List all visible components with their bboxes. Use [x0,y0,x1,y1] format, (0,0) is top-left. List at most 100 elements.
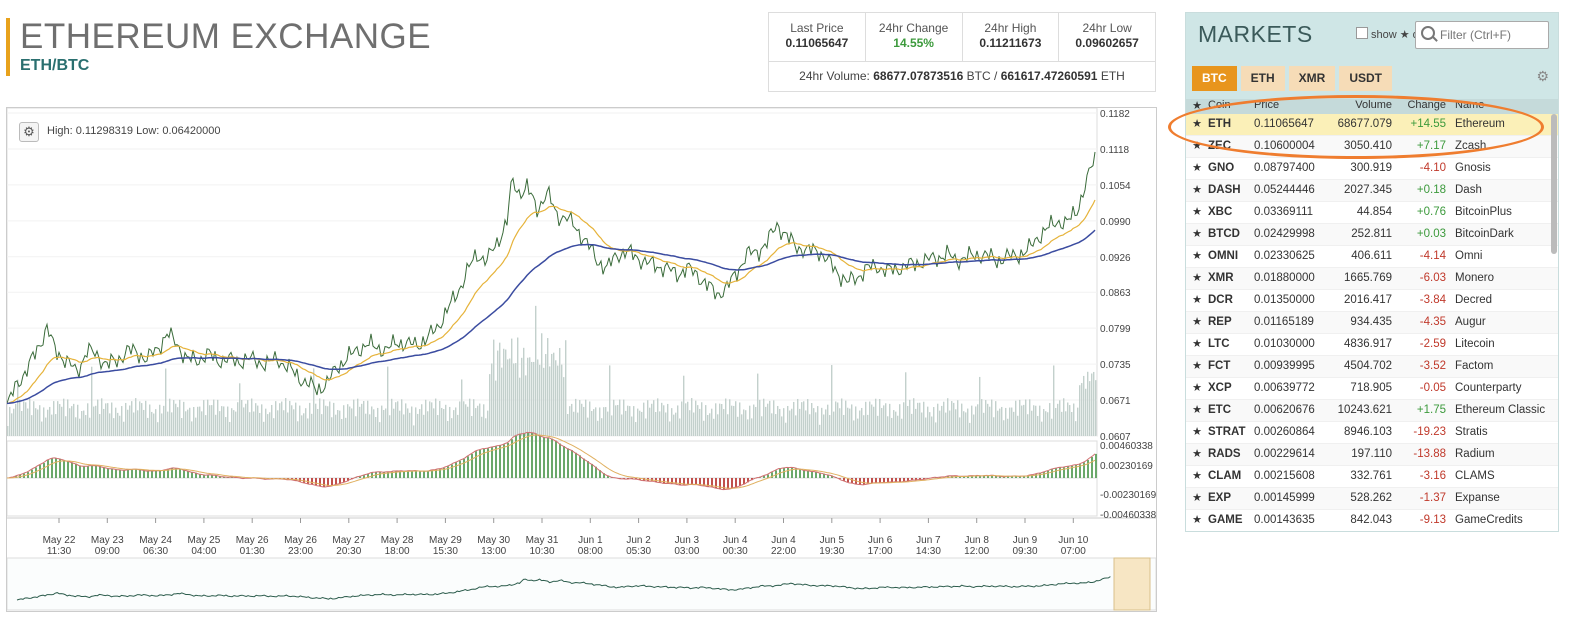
price-chart[interactable]: 0.1182 0.1118 0.1054 0.0990 0.0926 0.0863 0.07… [6,107,1157,612]
star-icon[interactable]: ★ [1192,162,1202,174]
macd-hist-bar [567,448,569,478]
star-icon[interactable]: ★ [1192,294,1202,306]
volume-bar [449,406,451,436]
navigator-panel[interactable] [7,557,1156,611]
volume-bar [187,409,189,436]
star-icon[interactable]: ★ [1192,184,1202,196]
macd-hist-bar [895,478,897,482]
volume-bar [859,410,861,436]
volume-bar [763,398,765,436]
macd-hist-bar [339,478,341,484]
volume-bar [805,410,807,436]
x-tick-date: May 27 [332,535,365,546]
volume-bar [95,405,97,436]
market-row-strat[interactable]: ★ STRAT 0.00260864 8946.103 -19.23 Stratis [1186,422,1558,444]
markets-scrollbar[interactable] [1551,114,1557,254]
star-icon[interactable]: ★ [1192,360,1202,372]
market-row-ltc[interactable]: ★ LTC 0.01030000 4836.917 -2.59 Litecoin [1186,334,1558,356]
volume-bar [781,416,783,436]
navigator-selection[interactable] [1113,557,1151,611]
show-starred-checkbox[interactable] [1356,27,1368,39]
volume-bar [725,398,727,436]
volume-bar [211,405,213,436]
macd-hist-bar [539,435,541,478]
change-cell: 24hr Change 14.55% [866,13,963,61]
star-icon[interactable]: ★ [1192,470,1202,482]
star-icon[interactable]: ★ [1192,514,1202,526]
volume-bar [849,408,851,436]
star-icon[interactable]: ★ [1192,338,1202,350]
volume-bar [965,412,967,436]
macd-hist-bar [903,478,905,482]
macd-hist-bar [123,470,125,478]
market-row-gno[interactable]: ★ GNO 0.08797400 300.919 -4.10 Gnosis [1186,158,1558,180]
volume-bar [623,399,625,436]
star-icon[interactable]: ★ [1192,206,1202,218]
volume-bar [47,409,49,436]
volume-bar [717,414,719,436]
market-row-dcr[interactable]: ★ DCR 0.01350000 2016.417 -3.84 Decred [1186,290,1558,312]
volume-bar [477,405,479,436]
star-icon[interactable]: ★ [1192,448,1202,460]
volume-bar [185,411,187,436]
market-row-fct[interactable]: ★ FCT 0.00939995 4504.702 -3.52 Factom [1186,356,1558,378]
star-icon[interactable]: ★ [1192,404,1202,416]
star-icon[interactable]: ★ [1192,140,1202,152]
chart-settings-gear-icon[interactable]: ⚙ [19,122,39,142]
market-row-xmr[interactable]: ★ XMR 0.01880000 1665.769 -6.03 Monero [1186,268,1558,290]
macd-hist-bar [879,478,881,483]
macd-hist-bar [435,469,437,478]
volume-bar [141,403,143,436]
volume-bar [539,364,541,436]
macd-hist-bar [195,472,197,478]
macd-hist-bar [839,478,841,479]
market-row-rads[interactable]: ★ RADS 0.00229614 197.110 -13.88 Radium [1186,444,1558,466]
star-column-icon[interactable]: ★ [1192,100,1202,112]
volume-bar [497,350,499,436]
volume-cell: 197.110 [1351,448,1392,460]
price-cell: 0.01030000 [1254,338,1315,350]
volume-bar [639,410,641,436]
market-row-xbc[interactable]: ★ XBC 0.03369111 44.854 +0.76 BitcoinPlus [1186,202,1558,224]
price-cell: 0.00143635 [1254,514,1315,526]
star-icon[interactable]: ★ [1192,492,1202,504]
market-row-xcp[interactable]: ★ XCP 0.00639772 718.905 -0.05 Counterparty [1186,378,1558,400]
market-row-etc[interactable]: ★ ETC 0.00620676 10243.621 +1.75 Ethereum Cla… [1186,400,1558,422]
macd-hist-bar [795,467,797,478]
macd-hist-bar [1055,468,1057,478]
volume-bar [957,400,959,436]
volume-bar [567,413,569,436]
market-row-game[interactable]: ★ GAME 0.00143635 842.043 -9.13 GameCredits [1186,510,1558,531]
volume-bar [925,417,927,436]
market-row-exp[interactable]: ★ EXP 0.00145999 528.262 -1.37 Expanse [1186,488,1558,510]
market-filter-input[interactable]: Filter (Ctrl+F) [1415,21,1549,49]
star-icon[interactable]: ★ [1192,250,1202,262]
chart-svg[interactable]: 0.1182 0.1118 0.1054 0.0990 0.0926 0.0863 0.07… [7,108,1156,611]
star-icon[interactable]: ★ [1192,382,1202,394]
x-tick-time: 17:00 [868,546,893,557]
markets-settings-gear-icon[interactable]: ⚙ [1536,68,1549,84]
macd-tick-label: 0.00230169 [1100,461,1153,472]
x-tick-time: 19:30 [819,546,844,557]
market-row-clam[interactable]: ★ CLAM 0.00215608 332.761 -3.16 CLAMS [1186,466,1558,488]
star-icon[interactable]: ★ [1192,272,1202,284]
volume-bar [393,408,395,436]
market-row-dash[interactable]: ★ DASH 0.05244446 2027.345 +0.18 Dash [1186,180,1558,202]
volume-bar [531,361,533,436]
star-icon[interactable]: ★ [1192,228,1202,240]
star-icon[interactable]: ★ [1192,316,1202,328]
volume-bar [777,405,779,436]
tab-eth[interactable]: ETH [1240,66,1285,91]
market-row-btcd[interactable]: ★ BTCD 0.02429998 252.811 +0.03 BitcoinDark [1186,224,1558,246]
tab-usdt[interactable]: USDT [1339,66,1393,91]
tab-xmr[interactable]: XMR [1288,66,1336,91]
macd-hist-bar [199,474,201,478]
star-icon[interactable]: ★ [1192,426,1202,438]
market-row-rep[interactable]: ★ REP 0.01165189 934.435 -4.35 Augur [1186,312,1558,334]
volume-bar [387,366,389,436]
market-row-omni[interactable]: ★ OMNI 0.02330625 406.611 -4.14 Omni [1186,246,1558,268]
tab-btc[interactable]: BTC [1192,66,1237,91]
volume-bar [15,403,17,436]
volume-bar [367,400,369,436]
coin-cell: ETC [1208,404,1231,416]
